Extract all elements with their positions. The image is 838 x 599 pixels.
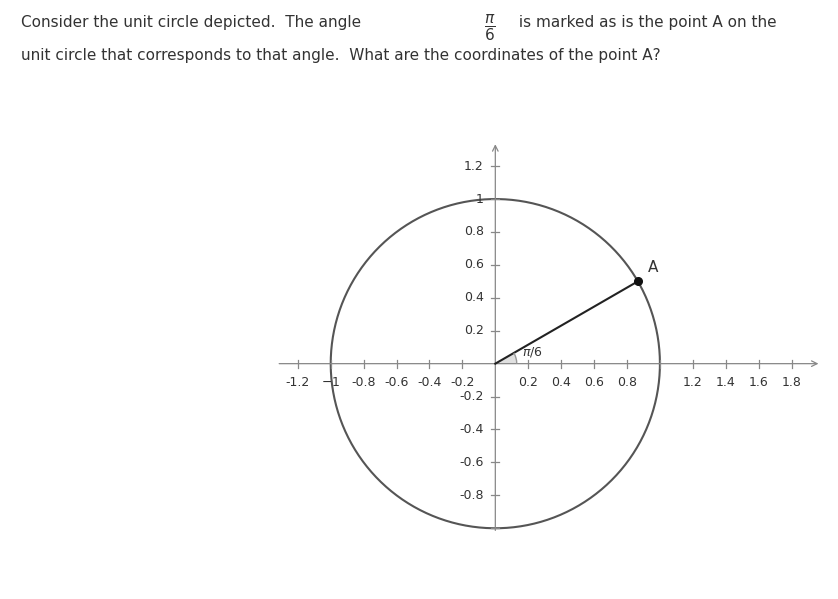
Text: is marked as is the point A on the: is marked as is the point A on the xyxy=(514,15,776,30)
Text: A: A xyxy=(648,260,658,275)
Text: -0.6: -0.6 xyxy=(385,376,409,389)
Text: 0.8: 0.8 xyxy=(617,376,637,389)
Text: $\dfrac{\pi}{6}$: $\dfrac{\pi}{6}$ xyxy=(484,13,496,43)
Text: 1.8: 1.8 xyxy=(782,376,802,389)
Text: 0.2: 0.2 xyxy=(464,324,484,337)
Text: -0.2: -0.2 xyxy=(459,390,484,403)
Text: 1.2: 1.2 xyxy=(464,159,484,173)
Polygon shape xyxy=(495,353,517,364)
Text: 1: 1 xyxy=(476,192,484,205)
Text: 0.6: 0.6 xyxy=(584,376,604,389)
Text: 1.2: 1.2 xyxy=(683,376,703,389)
Text: -1.2: -1.2 xyxy=(286,376,310,389)
Text: $\pi/6$: $\pi/6$ xyxy=(521,344,542,359)
Text: -0.4: -0.4 xyxy=(459,423,484,436)
Text: Consider the unit circle depicted.  The angle: Consider the unit circle depicted. The a… xyxy=(21,15,366,30)
Text: 0.2: 0.2 xyxy=(518,376,538,389)
Text: -0.6: -0.6 xyxy=(459,456,484,469)
Text: 1.6: 1.6 xyxy=(749,376,768,389)
Text: 0.4: 0.4 xyxy=(464,291,484,304)
Text: 1.4: 1.4 xyxy=(716,376,736,389)
Text: $-1$: $-1$ xyxy=(321,376,340,389)
Text: 0.8: 0.8 xyxy=(463,225,484,238)
Text: -0.2: -0.2 xyxy=(450,376,474,389)
Text: -0.4: -0.4 xyxy=(417,376,442,389)
Text: 0.4: 0.4 xyxy=(551,376,572,389)
Text: -0.8: -0.8 xyxy=(351,376,376,389)
Text: unit circle that corresponds to that angle.  What are the coordinates of the poi: unit circle that corresponds to that ang… xyxy=(21,48,660,63)
Text: -0.8: -0.8 xyxy=(459,489,484,502)
Text: 0.6: 0.6 xyxy=(464,258,484,271)
